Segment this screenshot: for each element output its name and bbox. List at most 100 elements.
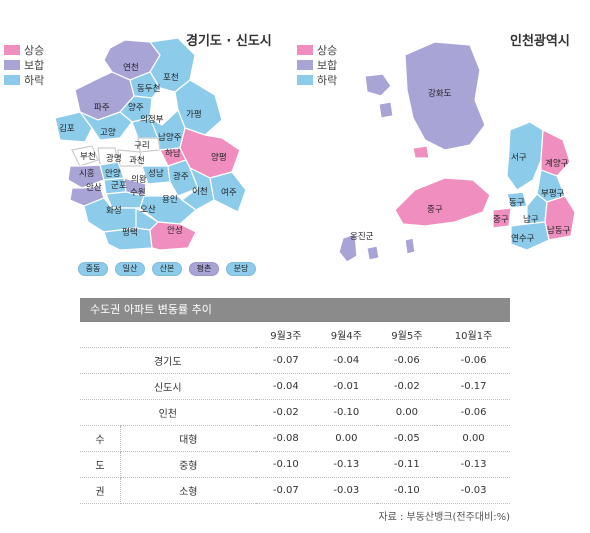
col-header: 9월5주 xyxy=(376,322,438,348)
cell: -0.03 xyxy=(437,477,510,504)
label-uiwang: 의왕 xyxy=(131,174,147,185)
cell: -0.05 xyxy=(376,425,438,452)
change-rate-table: 수도권 아파트 변동률 추이 9월3주 9월4주 9월5주 10월1주 경기도 … xyxy=(80,298,510,504)
island-small-1 xyxy=(364,73,392,97)
region-junggu-island xyxy=(394,177,491,227)
legend-label-rise: 상승 xyxy=(24,43,45,57)
label-paju: 파주 xyxy=(94,103,110,113)
table-row: 인천 -0.02 -0.10 0.00 -0.06 xyxy=(80,399,510,426)
new-town-ilsan: 일산 xyxy=(115,262,145,276)
row-label: 신도시 xyxy=(80,373,256,400)
group-label: 도 xyxy=(80,451,121,478)
cell: 0.00 xyxy=(316,425,377,452)
cell: -0.04 xyxy=(316,347,377,374)
region-anseong xyxy=(149,221,197,251)
region-yeoju xyxy=(209,171,247,213)
row-label: 인천 xyxy=(80,399,256,426)
label-ansan: 안산 xyxy=(86,182,102,193)
label-ongjin: 옹진군 xyxy=(350,231,374,242)
label-yangpyeong: 양평 xyxy=(211,152,227,163)
label-pocheon: 포천 xyxy=(163,72,179,83)
row-label: 소형 xyxy=(120,477,256,504)
label-siheung: 시흥 xyxy=(79,168,95,179)
gyeonggi-legend: 상승 보합 하락 xyxy=(4,42,44,87)
label-junggu-island: 중구 xyxy=(427,205,443,215)
cell: -0.17 xyxy=(437,373,510,400)
legend-rise: 상승 xyxy=(4,42,44,57)
legend-label-fall: 하락 xyxy=(24,73,45,87)
rate-table: 9월3주 9월4주 9월5주 10월1주 경기도 -0.07 -0.04 -0.… xyxy=(80,322,510,504)
legend-label-flat: 보합 xyxy=(317,58,338,72)
cell: -0.13 xyxy=(316,451,377,478)
region-ganghwa xyxy=(404,41,486,151)
cell: -0.03 xyxy=(316,477,377,504)
cell: -0.07 xyxy=(255,347,317,374)
label-hwaseong: 화성 xyxy=(106,206,122,216)
region-ongjin-1 xyxy=(338,233,358,263)
legend-swatch-flat xyxy=(4,59,20,70)
region-gyeyanggu xyxy=(540,129,571,177)
cell: -0.10 xyxy=(316,399,377,426)
island-small-3 xyxy=(412,145,430,159)
region-ongjin-3 xyxy=(404,237,416,255)
label-yeonsugu: 연수구 xyxy=(511,234,535,244)
col-header: 10월1주 xyxy=(437,322,510,348)
legend-fall: 하락 xyxy=(297,72,337,87)
label-suwon: 수원 xyxy=(130,188,146,198)
legend-fall: 하락 xyxy=(4,72,44,87)
table-row: 권 소형 -0.07 -0.03 -0.10 -0.03 xyxy=(80,477,510,504)
label-hanam: 하남 xyxy=(165,148,181,159)
row-label: 대형 xyxy=(120,425,256,452)
label-gimpo: 김포 xyxy=(59,123,75,134)
table-row: 도 중형 -0.10 -0.13 -0.11 -0.13 xyxy=(80,451,510,478)
label-yongin: 용인 xyxy=(162,194,178,205)
label-yeoncheon: 연천 xyxy=(123,62,139,73)
col-header: 9월3주 xyxy=(255,322,317,348)
table-header-row: 9월3주 9월4주 9월5주 10월1주 xyxy=(80,322,510,348)
region-bucheon xyxy=(71,145,99,167)
legend-rise: 상승 xyxy=(297,42,337,57)
region-yongin xyxy=(139,195,197,225)
island-small-2 xyxy=(378,101,394,119)
new-town-bundang: 분당 xyxy=(226,262,256,276)
label-gyeyanggu: 계양구 xyxy=(545,158,569,169)
header-blank xyxy=(80,322,256,348)
cell: -0.06 xyxy=(437,399,510,426)
table-row: 신도시 -0.04 -0.01 -0.02 -0.17 xyxy=(80,373,510,400)
label-pyeongtaek: 평택 xyxy=(122,227,138,238)
table-row: 수 대형 -0.08 0.00 -0.05 0.00 xyxy=(80,425,510,452)
cell: -0.06 xyxy=(437,347,510,374)
label-goyang: 고양 xyxy=(100,127,116,138)
incheon-map-svg: 강화도 서구 계양구 부평구 중구 동구 남구 중구 남동구 연수구 옹진군 xyxy=(338,41,576,263)
cell: 0.00 xyxy=(376,399,438,426)
cell: -0.02 xyxy=(376,373,438,400)
region-gimpo xyxy=(54,111,93,143)
legend-swatch-fall xyxy=(297,74,313,85)
region-ongjin-2 xyxy=(366,245,380,261)
region-yeonsugu xyxy=(510,221,550,251)
label-icheon: 이천 xyxy=(192,186,208,197)
region-seogu xyxy=(506,121,544,191)
cell: -0.06 xyxy=(376,347,438,374)
cell: -0.11 xyxy=(376,451,438,478)
label-osan: 오산 xyxy=(140,204,156,215)
new-town-pyeongchon: 평촌 xyxy=(189,262,219,276)
region-goyang xyxy=(78,110,133,141)
incheon-legend: 상승 보합 하락 xyxy=(297,42,337,87)
label-seogu: 서구 xyxy=(511,153,527,163)
cell: -0.10 xyxy=(376,477,438,504)
source-note: 자료 : 부동산뱅크(전주대비:%) xyxy=(378,512,510,523)
label-gwangmyeong: 광명 xyxy=(106,153,122,164)
legend-swatch-flat xyxy=(297,59,313,70)
legend-swatch-fall xyxy=(4,74,20,85)
label-ganghwa: 강화도 xyxy=(428,88,452,99)
incheon-map-panel: 인천광역시 상승 보합 하락 강화도 xyxy=(295,0,590,285)
label-anyang: 안양 xyxy=(105,168,121,179)
group-label: 수 xyxy=(80,425,121,452)
legend-label-rise: 상승 xyxy=(317,43,338,57)
label-namgu: 남구 xyxy=(523,215,539,225)
label-seongnam: 성남 xyxy=(148,169,164,179)
incheon-map-title: 인천광역시 xyxy=(510,34,570,49)
table-row: 경기도 -0.07 -0.04 -0.06 -0.06 xyxy=(80,347,510,374)
label-junggu: 중구 xyxy=(493,215,509,225)
